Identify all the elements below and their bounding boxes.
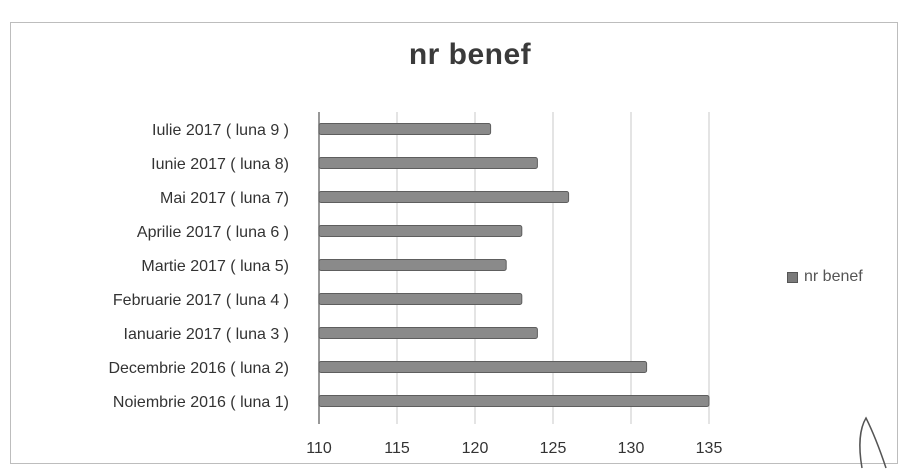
bar [318, 361, 648, 373]
pen-mark [859, 416, 887, 469]
category-label: Noiembrie 2016 ( luna 1) [113, 394, 289, 411]
legend-label: nr benef [804, 268, 863, 285]
category-label: Aprilie 2017 ( luna 6 ) [137, 224, 289, 241]
x-tick-label: 115 [384, 440, 410, 457]
x-tick-label: 130 [618, 440, 645, 457]
category-label: Mai 2017 ( luna 7) [160, 190, 289, 207]
bar [318, 293, 523, 305]
chart-area [10, 22, 898, 464]
category-label: Martie 2017 ( luna 5) [141, 258, 289, 275]
x-tick-label: 135 [696, 440, 723, 457]
x-tick-label: 120 [462, 440, 489, 457]
bar [318, 191, 570, 203]
legend: nr benef [787, 268, 863, 286]
bar [318, 157, 538, 169]
category-label: Iulie 2017 ( luna 9 ) [152, 122, 289, 139]
category-label: Iunie 2017 ( luna 8) [151, 156, 289, 173]
category-label: Februarie 2017 ( luna 4 ) [113, 292, 289, 309]
bar [318, 259, 507, 271]
bar [318, 123, 492, 135]
x-tick-label: 125 [540, 440, 567, 457]
bar [318, 327, 538, 339]
legend-swatch [787, 271, 798, 283]
chart-title: nr benef [408, 38, 532, 71]
category-label: Decembrie 2016 ( luna 2) [108, 360, 289, 377]
bar [318, 225, 523, 237]
category-label: Ianuarie 2017 ( luna 3 ) [124, 326, 289, 343]
x-tick-label: 110 [306, 440, 332, 457]
bar [318, 395, 710, 407]
